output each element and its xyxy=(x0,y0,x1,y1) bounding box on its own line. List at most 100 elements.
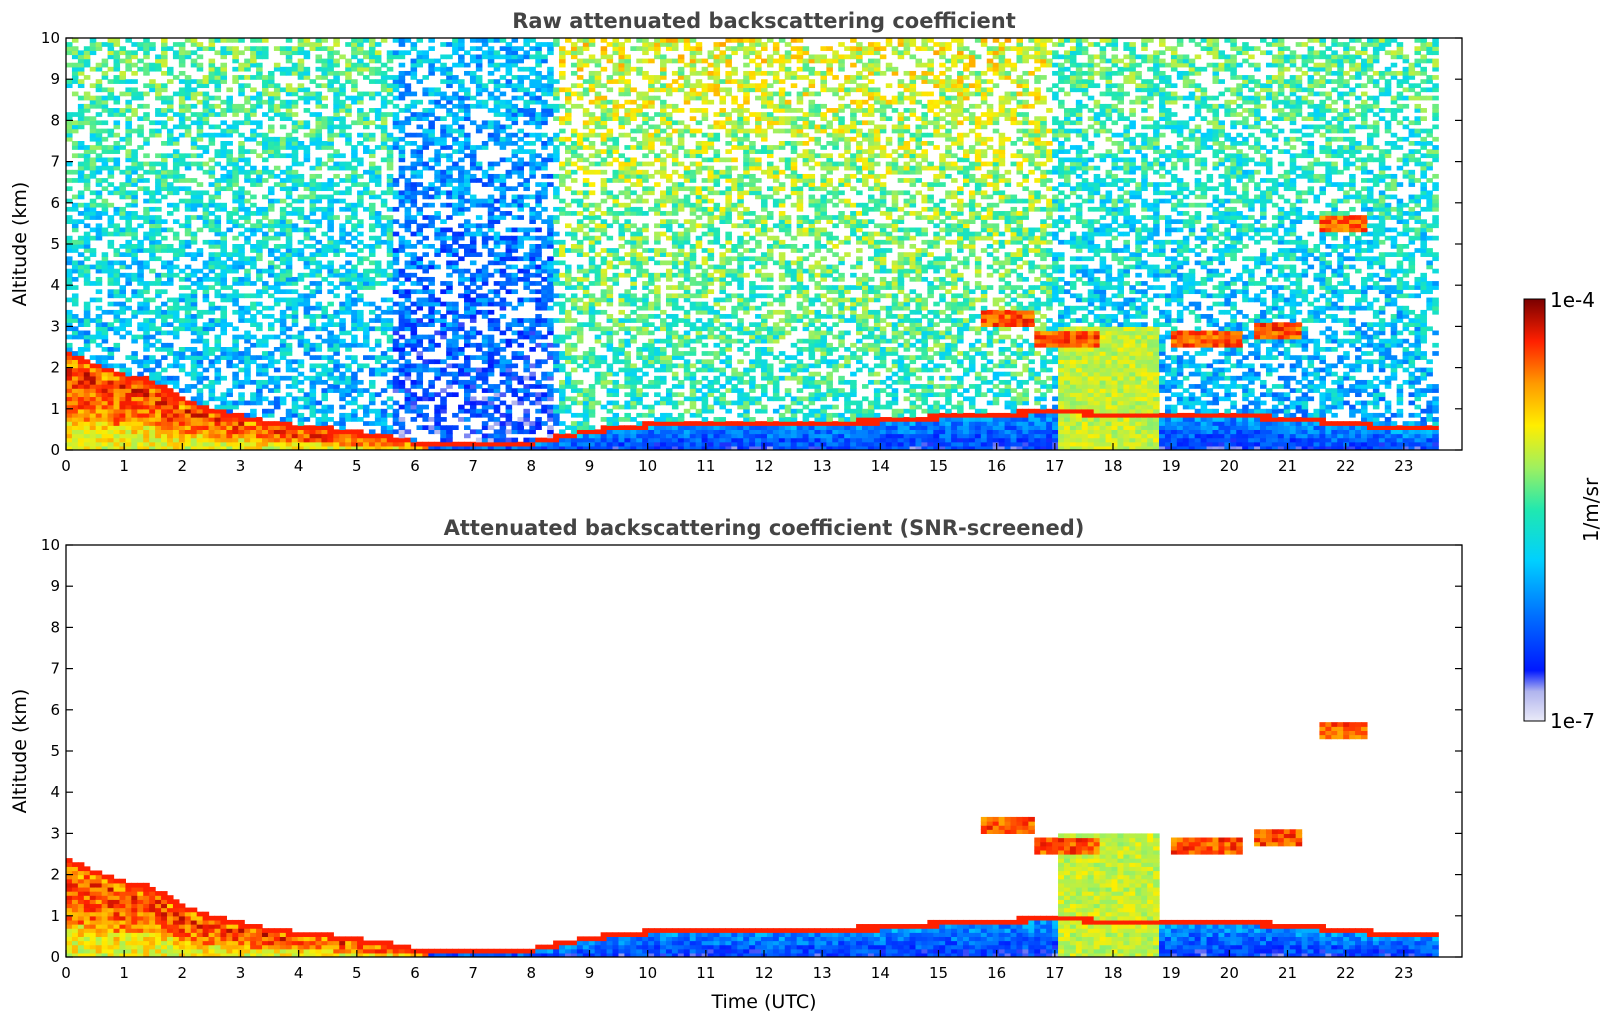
heatmap-cell xyxy=(452,264,459,270)
heatmap-cell xyxy=(77,351,85,356)
heatmap-cell xyxy=(487,91,495,97)
heatmap-cell xyxy=(256,322,263,327)
heatmap-cell xyxy=(244,178,251,183)
heatmap-cell xyxy=(267,351,275,356)
heatmap-cell xyxy=(339,99,346,105)
heatmap-cell xyxy=(143,388,150,393)
heatmap-cell xyxy=(487,38,495,43)
heatmap-cell xyxy=(357,404,364,410)
heatmap-cell xyxy=(392,367,400,373)
heatmap-cell xyxy=(517,417,525,422)
heatmap-cell xyxy=(511,202,519,208)
heatmap-cell xyxy=(380,87,388,93)
heatmap-cell xyxy=(517,441,525,447)
heatmap-cell xyxy=(434,359,441,365)
heatmap-cell xyxy=(535,334,542,340)
heatmap-cell xyxy=(499,178,507,183)
heatmap-cell xyxy=(547,141,554,146)
heatmap-cell xyxy=(309,392,317,398)
heatmap-cell xyxy=(297,441,305,447)
heatmap-cell xyxy=(529,384,536,389)
heatmap-cell xyxy=(196,252,204,257)
heatmap-cell xyxy=(77,384,85,389)
heatmap-cell xyxy=(166,141,174,146)
heatmap-cell xyxy=(143,136,150,142)
heatmap-cell xyxy=(77,239,85,245)
heatmap-cell xyxy=(267,136,275,142)
heatmap-cell xyxy=(137,437,144,443)
heatmap-cell xyxy=(232,38,239,43)
heatmap-cell xyxy=(475,103,483,109)
heatmap-cell xyxy=(297,46,305,51)
heatmap-cell xyxy=(481,359,489,365)
heatmap-cell xyxy=(250,211,257,216)
heatmap-cell xyxy=(410,91,418,97)
heatmap-cell xyxy=(517,194,525,200)
heatmap-cell xyxy=(71,50,79,56)
heatmap-cell xyxy=(66,248,73,253)
heatmap-cell xyxy=(143,392,150,398)
heatmap-cell xyxy=(232,309,239,315)
heatmap-cell xyxy=(190,425,198,430)
heatmap-cell xyxy=(547,371,554,377)
heatmap-cell xyxy=(267,99,275,105)
heatmap-cell xyxy=(190,330,198,336)
heatmap-cell xyxy=(422,301,429,307)
heatmap-cell xyxy=(374,318,382,323)
heatmap-cell xyxy=(357,272,364,278)
heatmap-cell xyxy=(178,421,186,426)
heatmap-cell xyxy=(83,309,91,315)
heatmap-cell xyxy=(475,38,483,43)
heatmap-cell xyxy=(368,260,376,266)
heatmap-cell xyxy=(262,149,269,154)
heatmap-cell xyxy=(410,161,418,167)
heatmap-cell xyxy=(452,363,459,369)
heatmap-cell xyxy=(77,347,85,352)
heatmap-cell xyxy=(184,437,192,443)
heatmap-cell xyxy=(523,256,530,262)
heatmap-cell xyxy=(149,322,156,327)
heatmap-cell xyxy=(208,141,216,146)
heatmap-cell xyxy=(149,165,156,171)
heatmap-cell xyxy=(464,301,471,307)
heatmap-cell xyxy=(202,429,210,435)
heatmap-cell xyxy=(273,87,281,93)
heatmap-cell xyxy=(178,297,186,303)
heatmap-cell xyxy=(190,87,198,93)
heatmap-cell xyxy=(505,248,513,253)
heatmap-cell xyxy=(481,355,489,360)
heatmap-cell xyxy=(303,375,311,381)
heatmap-cell xyxy=(113,66,121,72)
heatmap-cell xyxy=(131,215,138,220)
heatmap-cell xyxy=(547,396,554,402)
heatmap-cell xyxy=(351,120,358,126)
heatmap-cell xyxy=(303,338,311,344)
heatmap-cell xyxy=(321,305,328,311)
heatmap-cell xyxy=(208,227,216,233)
heatmap-cell xyxy=(238,50,245,56)
heatmap-cell xyxy=(256,211,263,216)
heatmap-cell xyxy=(547,173,554,179)
heatmap-cell xyxy=(208,252,216,257)
heatmap-cell xyxy=(267,433,275,439)
heatmap-cell xyxy=(392,301,400,307)
heatmap-cell xyxy=(416,153,424,159)
heatmap-cell xyxy=(297,276,305,282)
heatmap-cell xyxy=(71,169,79,175)
heatmap-cell xyxy=(410,103,418,109)
heatmap-cell xyxy=(137,433,144,439)
heatmap-cell xyxy=(541,322,548,327)
heatmap-cell xyxy=(250,318,257,323)
heatmap-cell xyxy=(541,99,548,105)
heatmap-cell xyxy=(113,165,121,171)
heatmap-cell xyxy=(232,248,239,253)
heatmap-cell xyxy=(71,379,79,385)
heatmap-cell xyxy=(345,178,352,183)
heatmap-cell xyxy=(321,161,328,167)
heatmap-cell xyxy=(83,231,91,237)
heatmap-cell xyxy=(220,178,227,183)
heatmap-cell xyxy=(267,202,275,208)
heatmap-cell xyxy=(297,75,305,80)
heatmap-cell xyxy=(262,355,269,360)
heatmap-cell xyxy=(95,425,103,430)
